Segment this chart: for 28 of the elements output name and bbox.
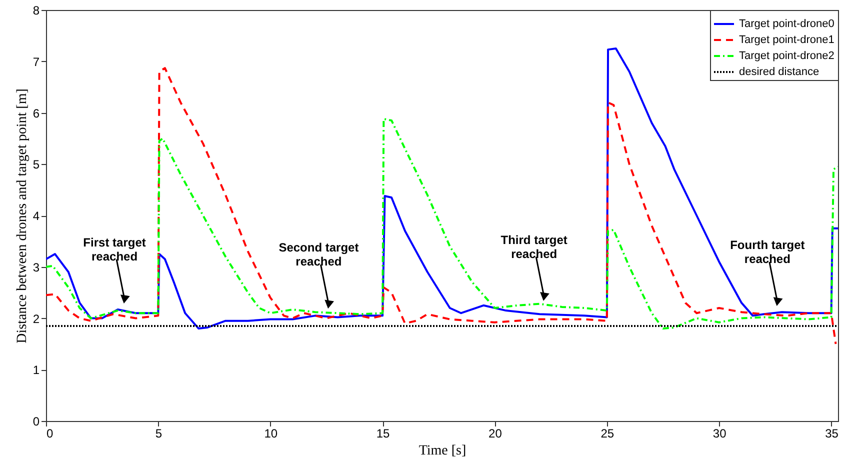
y-tick-label: 6 — [32, 106, 40, 120]
y-tick-label: 7 — [32, 54, 40, 69]
y-tick-label: 4 — [32, 209, 40, 223]
y-tick-label: 1 — [32, 363, 40, 378]
x-tick-label: 20 — [488, 426, 502, 440]
annotation: First target reached — [83, 235, 146, 264]
line-series — [46, 118, 838, 330]
y-tick-label: 5 — [32, 158, 40, 172]
legend-label: Target point-drone0 — [739, 18, 834, 30]
legend-label: desired distance — [739, 66, 820, 78]
x-tick-label: 10 — [264, 426, 278, 440]
x-tick-label: 5 — [155, 426, 162, 440]
annotation: Fourth target reached — [730, 238, 805, 266]
annotation: Third target reached — [500, 232, 568, 261]
x-tick-label: 35 — [825, 426, 839, 440]
x-tick-label: 25 — [600, 426, 614, 440]
y-tick-label: 2 — [32, 312, 40, 326]
legend-label: Target point-drone2 — [739, 50, 834, 62]
y-tick-label: 0 — [32, 414, 40, 428]
legend-label: Target point-drone1 — [739, 34, 834, 46]
x-axis-title: Time [s] — [418, 444, 466, 458]
y-axis-title: Distance between drones and target point [m] — [14, 88, 30, 344]
x-tick-label: 30 — [712, 426, 727, 440]
annotation: Second target reached — [278, 240, 359, 269]
x-tick-label: 15 — [376, 426, 390, 440]
x-tick-label: 0 — [46, 426, 54, 440]
y-tick-label: 3 — [32, 260, 40, 274]
y-tick-label: 8 — [32, 4, 40, 18]
